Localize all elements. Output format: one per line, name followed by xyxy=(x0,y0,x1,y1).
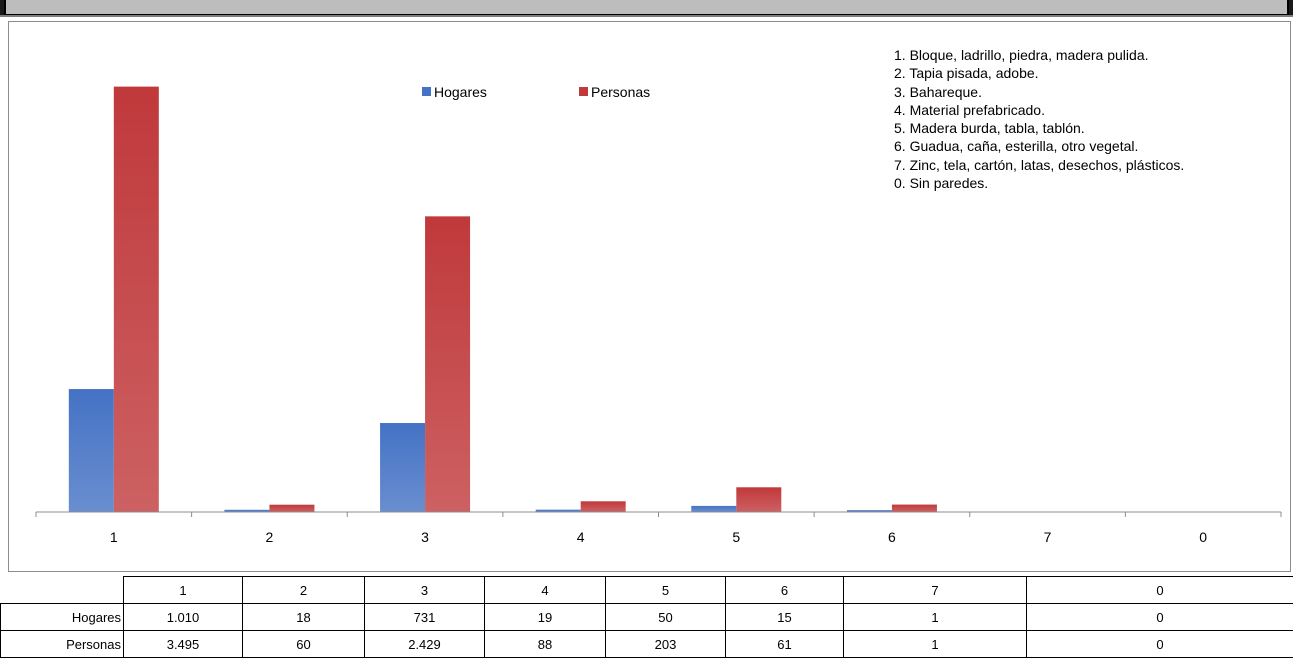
note-item: 4. Material prefabricado. xyxy=(894,101,1045,118)
bar-hogares-5 xyxy=(691,505,737,512)
legend-label-personas: Personas xyxy=(591,84,651,100)
note-item: 7. Zinc, tela, cartón, latas, desechos, … xyxy=(894,156,1185,173)
table-cell: 3.495 xyxy=(123,630,243,658)
bar-personas-1 xyxy=(113,86,159,512)
table-header-cell: 5 xyxy=(605,576,726,604)
table-cell: 18 xyxy=(242,603,365,631)
legend-swatch-personas xyxy=(579,87,588,96)
x-tick-label-5: 5 xyxy=(732,529,740,545)
x-tick-label-1: 1 xyxy=(110,529,118,545)
bar-personas-6 xyxy=(891,504,937,512)
bar-hogares-6 xyxy=(846,510,892,512)
table-cell: 1 xyxy=(843,603,1027,631)
table-cell: 1.010 xyxy=(123,603,243,631)
table-header-cell: 4 xyxy=(484,576,606,604)
table-cell: 60 xyxy=(242,630,365,658)
table-cell: 0 xyxy=(1026,630,1293,658)
table-cell: 19 xyxy=(484,603,606,631)
note-item: 1. Bloque, ladrillo, piedra, madera puli… xyxy=(894,47,1149,63)
bar-personas-5 xyxy=(736,487,782,512)
note-item: 2. Tapia pisada, adobe. xyxy=(894,65,1039,82)
bar-chart: 1 2 3 4 5 6 7 0 xyxy=(35,86,1282,545)
bar-hogares-3 xyxy=(380,423,426,512)
note-item: 6. Guadua, caña, esterilla, otro vegetal… xyxy=(894,138,1139,155)
table-cell: 15 xyxy=(725,603,844,631)
bar-hogares-2 xyxy=(224,509,270,512)
table-header-cell: 1 xyxy=(123,576,243,604)
x-tick-label-0: 0 xyxy=(1199,529,1207,545)
window-title-bar xyxy=(0,0,1293,17)
table-cell: 731 xyxy=(364,603,485,631)
legend-label-hogares: Hogares xyxy=(434,84,487,100)
bar-hogares-1 xyxy=(68,389,114,512)
table-cell: 2.429 xyxy=(364,630,485,658)
x-tick-label-6: 6 xyxy=(888,529,896,545)
table-cell: 50 xyxy=(605,603,726,631)
table-header-cell: 3 xyxy=(364,576,485,604)
table-row: Personas 3.495 60 2.429 88 203 61 1 0 xyxy=(0,630,1293,658)
legend-item-hogares: Hogares xyxy=(422,84,487,100)
x-tick-label-3: 3 xyxy=(421,529,429,545)
note-item: 0. Sin paredes. xyxy=(894,175,989,192)
table-row-label: Hogares xyxy=(0,603,124,631)
table-row: Hogares 1.010 18 731 19 50 15 1 0 xyxy=(0,603,1293,631)
x-tick-label-7: 7 xyxy=(1044,529,1052,545)
table-cell: 203 xyxy=(605,630,726,658)
table-cell: 88 xyxy=(484,630,606,658)
bar-personas-4 xyxy=(580,501,626,512)
category-notes: 1. Bloque, ladrillo, piedra, madera puli… xyxy=(894,46,1184,192)
bar-hogares-4 xyxy=(535,509,581,512)
legend-swatch-hogares xyxy=(422,87,431,96)
bar-personas-3 xyxy=(425,216,471,512)
note-item: 5. Madera burda, tabla, tablón. xyxy=(894,120,1085,137)
table-header-cell: 0 xyxy=(1026,576,1293,604)
table-cell: 0 xyxy=(1026,603,1293,631)
table-header-cell: 2 xyxy=(242,576,365,604)
legend-item-personas: Personas xyxy=(579,84,650,100)
bar-personas-2 xyxy=(269,504,315,512)
table-row-label: Personas xyxy=(0,630,124,658)
table-header-cell: 6 xyxy=(725,576,844,604)
table-cell: 61 xyxy=(725,630,844,658)
x-tick-label-4: 4 xyxy=(577,529,585,545)
table-header-row: 1 2 3 4 5 6 7 0 xyxy=(1,576,1293,604)
title-bar-inner xyxy=(4,0,1289,15)
table-cell: 1 xyxy=(843,630,1027,658)
x-tick-label-2: 2 xyxy=(266,529,274,545)
table-header-cell: 7 xyxy=(843,576,1027,604)
chart-area: 1 2 3 4 5 6 7 0 Hogares Personas 1. Bloque, lad… xyxy=(8,21,1291,572)
note-item: 3. Bahareque. xyxy=(894,83,982,100)
data-table: 1 2 3 4 5 6 7 0 Hogares 1.010 18 731 19 … xyxy=(0,576,1293,658)
table-corner xyxy=(1,577,124,604)
